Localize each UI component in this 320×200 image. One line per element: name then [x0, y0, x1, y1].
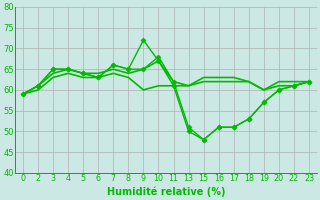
X-axis label: Humidité relative (%): Humidité relative (%) — [107, 186, 225, 197]
